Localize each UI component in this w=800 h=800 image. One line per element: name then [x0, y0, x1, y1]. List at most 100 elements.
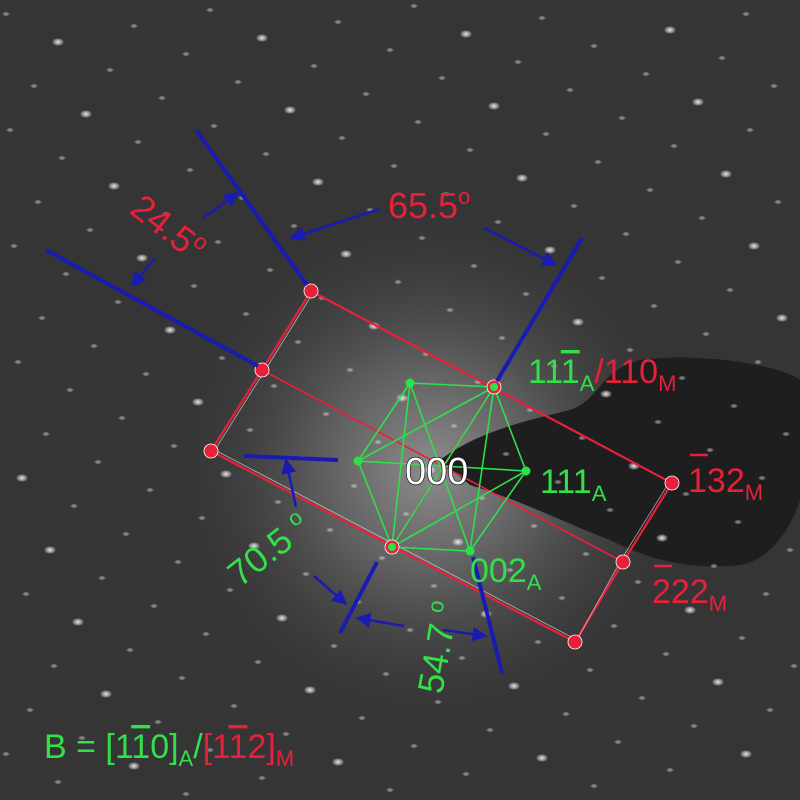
diffraction-spot: [226, 587, 234, 593]
diffraction-spot: [30, 83, 38, 89]
diffraction-spot: [538, 15, 546, 21]
diffraction-spot: [128, 762, 140, 770]
diffraction-spot: [614, 739, 622, 745]
diffraction-spot: [590, 43, 598, 49]
diffraction-spot: [438, 75, 446, 81]
diffraction-spot: [774, 199, 782, 205]
spot-label-111bar-110: 111A/110M: [528, 353, 676, 396]
diffraction-spot: [220, 470, 232, 478]
diffraction-spot: [610, 623, 618, 629]
diffraction-spot: [586, 667, 594, 673]
austenite-line-1: [409, 382, 471, 552]
diffraction-spot: [94, 459, 102, 465]
spot-label-bar132: 132M: [688, 462, 763, 505]
diffraction-spot: [382, 671, 390, 677]
diffraction-spot: [600, 390, 612, 398]
diffraction-spot: [706, 447, 714, 453]
diffraction-spot: [674, 259, 682, 265]
diffraction-spot: [266, 267, 274, 273]
diffraction-spot: [622, 231, 630, 237]
angle-line-e: [338, 561, 379, 634]
diffraction-spot: [462, 771, 470, 777]
angle-arrows: [131, 191, 558, 642]
diffraction-spot: [52, 38, 64, 46]
diffraction-spot: [458, 655, 466, 661]
diffraction-spot: [682, 491, 690, 497]
spot-label-002: 002A: [470, 552, 542, 595]
arrow-655-left: [289, 207, 381, 241]
angle-line-b: [45, 248, 259, 368]
diffraction-spot: [738, 635, 746, 641]
diffraction-spot: [534, 639, 542, 645]
arrow-655-right: [483, 226, 558, 267]
spot-label-bar222: 222M: [652, 573, 727, 616]
diffraction-spot: [730, 403, 738, 409]
diffraction-spot: [502, 451, 510, 457]
diffraction-spot: [90, 343, 98, 349]
austenite-spot: [490, 383, 498, 391]
diffraction-spot: [134, 139, 142, 145]
diffraction-spot: [282, 731, 290, 737]
austenite-line-5: [469, 386, 495, 552]
martensite-spot: [664, 475, 680, 491]
diffraction-spot: [142, 371, 150, 377]
diffraction-spot: [642, 71, 650, 77]
diffraction-spot: [182, 791, 190, 797]
diffraction-spot: [554, 479, 562, 485]
austenite-line-2: [357, 460, 527, 472]
diffraction-spot: [294, 339, 302, 345]
diffraction-spot: [26, 707, 34, 713]
diffraction-spot: [486, 727, 494, 733]
diffraction-spot: [410, 743, 418, 749]
diffraction-spot: [390, 163, 398, 169]
diffraction-spot: [178, 675, 186, 681]
diffraction-spot: [446, 307, 454, 313]
angle-655-label: 65.5o: [388, 184, 470, 226]
arrow-245-lower: [131, 257, 156, 288]
diffraction-spot: [402, 511, 410, 517]
spot-label-111: 111A: [540, 463, 607, 506]
diffraction-spot: [766, 707, 774, 713]
diffraction-spot: [558, 595, 566, 601]
diffraction-spot: [50, 663, 58, 669]
diffraction-spot: [720, 170, 732, 178]
diffraction-spot: [508, 682, 520, 690]
diffraction-spots: [2, 3, 798, 797]
diffraction-spot: [146, 487, 154, 493]
diffraction-spot: [374, 439, 382, 445]
diffraction-spot: [566, 87, 574, 93]
diffraction-spot: [536, 754, 548, 762]
diffraction-spot: [662, 651, 670, 657]
diffraction-spot: [740, 750, 752, 758]
diffraction-spot: [690, 723, 698, 729]
diffraction-spot: [206, 7, 214, 13]
diffraction-spot: [590, 783, 598, 789]
diffraction-spot: [14, 359, 22, 365]
diffraction-spot: [190, 283, 198, 289]
diffraction-spot: [262, 151, 270, 157]
diffraction-spot: [2, 11, 10, 17]
diffraction-spot: [698, 215, 706, 221]
diffraction-spot: [182, 51, 190, 57]
diffraction-spot: [276, 614, 288, 622]
martensite-spots: [203, 283, 680, 650]
diffraction-spot: [498, 335, 506, 341]
diffraction-spot: [702, 331, 710, 337]
diffraction-spot: [302, 571, 310, 577]
angle-line-c: [495, 236, 584, 383]
angle-line-f: [471, 556, 504, 674]
diffraction-spot: [6, 127, 14, 133]
austenite-spot: [465, 546, 475, 556]
diffraction-spot: [522, 291, 530, 297]
diffraction-spot: [626, 347, 634, 353]
diffraction-spot: [638, 695, 646, 701]
diffraction-spot: [734, 519, 742, 525]
martensite-spot: [567, 634, 583, 650]
diffraction-spot: [274, 499, 282, 505]
diffraction-spot: [106, 67, 114, 73]
diffraction-spot: [136, 254, 148, 262]
diffraction-spot: [542, 131, 550, 137]
diffraction-spot: [70, 503, 78, 509]
